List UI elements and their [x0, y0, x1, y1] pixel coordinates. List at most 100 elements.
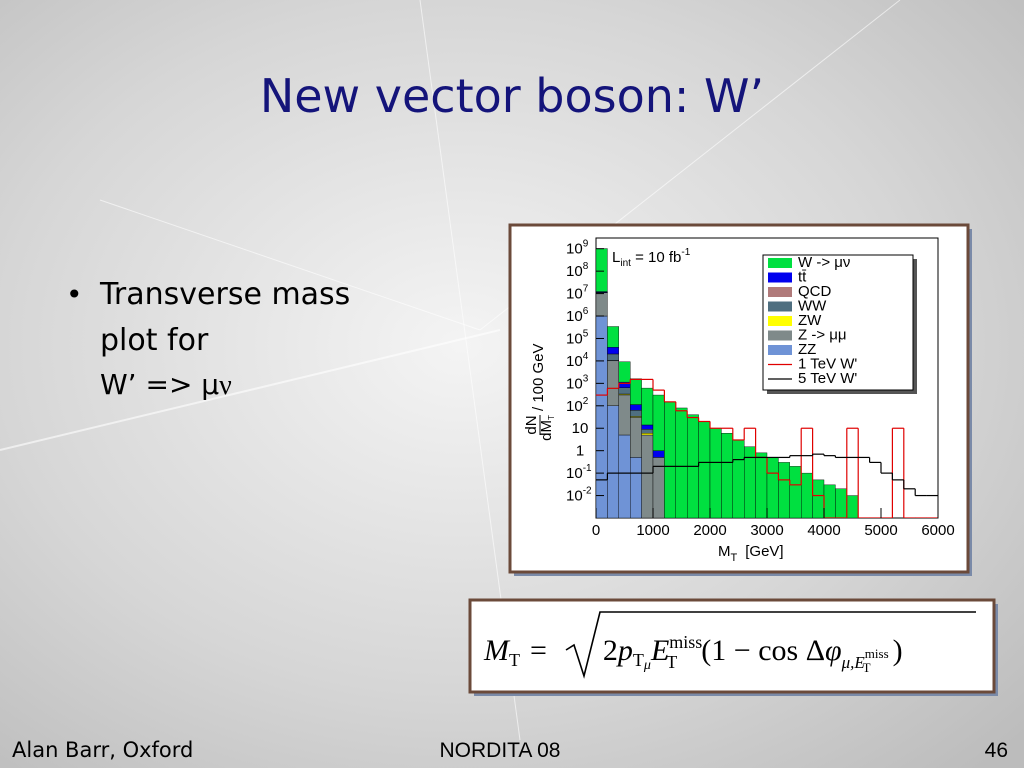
bar-segment [596, 249, 607, 292]
bar-segment [710, 428, 721, 518]
formula-part: (1 − cos Δ [701, 634, 825, 667]
bar-segment [619, 435, 630, 518]
x-tick-label: 2000 [693, 522, 726, 539]
bar-segment [642, 429, 653, 433]
bar-segment [642, 425, 653, 429]
bar-segment [630, 410, 641, 416]
y-tick-base: 10 [566, 375, 583, 392]
y-tick-exp: 8 [583, 261, 589, 272]
title: New vector boson: W’ [260, 69, 764, 123]
footer-left: Alan Barr, Oxford [12, 738, 193, 762]
bar-segment [664, 402, 675, 518]
bullet-line: plot for [100, 323, 209, 358]
bar-segment [835, 489, 846, 518]
bar-segment [699, 421, 710, 518]
formula-part: 2 [603, 634, 618, 667]
y-tick-exp: 4 [583, 351, 589, 362]
formula-part: = [530, 634, 547, 667]
y-tick-exp: -1 [583, 463, 592, 474]
footer-center: NORDITA 08 [440, 739, 561, 762]
bar-segment [676, 408, 687, 518]
bar-segment [607, 347, 618, 354]
annotation-part: = 10 fb [631, 249, 681, 266]
bar-segment [607, 327, 618, 348]
bar-segment [596, 293, 607, 316]
x-tick-label: 4000 [807, 522, 840, 539]
x-label-part: [GeV] [745, 543, 783, 560]
y-tick-exp: 9 [583, 239, 589, 250]
x-tick-label: 1000 [636, 522, 669, 539]
bar-segment [630, 417, 641, 457]
legend-swatch [768, 302, 792, 312]
y-tick-base: 10 [566, 353, 583, 370]
bar-segment [653, 395, 664, 451]
bar-segment [630, 379, 641, 405]
bar-segment [756, 453, 767, 518]
formula-part: T [863, 660, 871, 675]
legend-swatch [768, 287, 792, 297]
bullet-text: ν [219, 370, 232, 401]
legend-swatch [768, 345, 792, 355]
y-tick-base: 10 [566, 330, 583, 347]
annotation-part: -1 [681, 247, 690, 258]
x-tick-label: 5000 [864, 522, 897, 539]
formula-part: T [509, 650, 520, 670]
formula-part: φ [825, 634, 842, 667]
y-tick-base: 10 [566, 465, 583, 482]
annotation-part: L [612, 249, 620, 266]
y-tick-base: 10 [566, 488, 583, 505]
bar-segment [630, 457, 641, 518]
bar-segment [653, 451, 664, 458]
y-label-part: / 100 GeV [530, 343, 547, 411]
legend-label: 5 TeV W' [798, 370, 857, 387]
x-label-part: T [731, 552, 738, 564]
y-tick-label: 1 [576, 443, 584, 460]
formula-part: miss [669, 632, 702, 652]
annotation-part: int [620, 258, 631, 269]
legend-swatch [768, 316, 792, 326]
bar-segment [607, 406, 618, 518]
formula-part: μ [643, 658, 651, 673]
bar-segment [619, 388, 630, 394]
y-tick-exp: 6 [583, 306, 589, 317]
bar-segment [733, 440, 744, 518]
y-tick-base: 10 [566, 308, 583, 325]
y-tick-exp: 5 [583, 328, 589, 339]
bar-segment [790, 466, 801, 518]
formula-part: miss [865, 646, 889, 661]
bar-segment [721, 433, 732, 518]
y-tick-exp: 2 [583, 396, 589, 407]
formula-part: p [616, 634, 633, 667]
y-tick-label: 10 [572, 420, 589, 437]
y-tick-base: 10 [566, 241, 583, 258]
x-tick-label: 6000 [921, 522, 954, 539]
bullet-line: Transverse mass [99, 277, 350, 312]
bar-segment [642, 388, 653, 425]
y-tick-base: 10 [566, 263, 583, 280]
legend-swatch [768, 331, 792, 341]
bar-segment [801, 473, 812, 518]
bar-segment [630, 405, 641, 411]
bar-segment [767, 457, 778, 518]
bullet-line: W’ => μν [100, 368, 232, 401]
legend-swatch [768, 273, 792, 283]
bar-segment [596, 316, 607, 518]
bullet-dot: • [66, 278, 83, 311]
x-tick-label: 3000 [750, 522, 783, 539]
y-label-part: T [547, 415, 556, 420]
bullet-text: W’ => μ [100, 368, 219, 401]
bar-segment [778, 462, 789, 518]
y-label-part: dM [538, 420, 555, 441]
y-tick-exp: 3 [583, 373, 589, 384]
bar-segment [824, 485, 835, 518]
bar-segment [607, 361, 618, 406]
bar-segment [642, 435, 653, 518]
bar-segment [813, 480, 824, 518]
legend-swatch [768, 258, 792, 268]
bar-segment [847, 496, 858, 518]
bar-segment [619, 362, 630, 382]
y-tick-base: 10 [566, 286, 583, 303]
y-tick-exp: 7 [583, 284, 589, 295]
footer-right: 46 [985, 739, 1008, 762]
formula-part: T [633, 650, 644, 670]
